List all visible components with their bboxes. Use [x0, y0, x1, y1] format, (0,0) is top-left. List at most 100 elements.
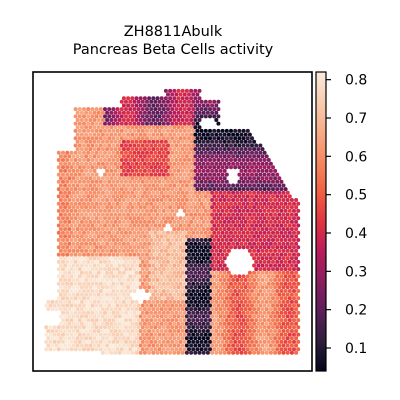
spot: [174, 208, 179, 213]
spot: [210, 256, 215, 261]
spot: [222, 307, 227, 312]
spot: [260, 329, 265, 333]
spot: [241, 208, 246, 213]
spot: [88, 183, 93, 188]
spot: [266, 318, 271, 323]
spot: [69, 267, 74, 272]
spot: [260, 205, 265, 210]
spot: [111, 114, 116, 119]
spot: [58, 336, 63, 341]
spot: [149, 114, 154, 119]
spot: [142, 147, 147, 152]
spot: [61, 281, 65, 286]
spot: [121, 350, 126, 355]
spot: [210, 336, 215, 341]
spot: [107, 179, 112, 184]
spot: [237, 179, 242, 184]
spot: [157, 245, 162, 250]
spot: [184, 270, 189, 275]
spot: [189, 110, 194, 115]
spot: [184, 336, 189, 341]
spot: [61, 325, 65, 330]
spot: [212, 310, 217, 315]
spot: [107, 303, 112, 308]
spot: [264, 219, 269, 224]
spot: [126, 336, 131, 341]
spot: [132, 245, 137, 250]
spot: [121, 183, 126, 188]
spot: [203, 289, 208, 293]
spot: [193, 241, 198, 246]
spot: [65, 150, 70, 155]
spot: [75, 241, 80, 246]
spot: [69, 150, 74, 155]
spot: [111, 339, 116, 344]
spot: [187, 128, 191, 133]
spot: [151, 241, 156, 246]
spot: [90, 143, 95, 148]
spot: [241, 158, 246, 162]
spot: [277, 248, 282, 253]
spot: [121, 270, 126, 275]
spot: [63, 256, 68, 261]
spot: [121, 256, 126, 261]
spot: [220, 318, 225, 323]
spot: [289, 227, 294, 232]
spot: [216, 107, 221, 112]
spot: [96, 307, 101, 312]
spot: [233, 216, 238, 221]
spot: [176, 248, 181, 253]
spot: [65, 238, 70, 242]
spot: [134, 161, 139, 166]
spot: [124, 245, 128, 250]
spot: [113, 205, 118, 210]
spot: [155, 227, 160, 232]
spot: [239, 314, 244, 319]
spot: [94, 259, 99, 264]
spot: [113, 248, 118, 253]
spot: [115, 310, 120, 315]
spot: [155, 343, 160, 348]
spot: [84, 190, 89, 195]
spot: [201, 343, 206, 348]
spot: [241, 150, 246, 155]
spot: [292, 274, 296, 279]
spot: [61, 296, 65, 301]
spot: [132, 179, 137, 184]
spot: [258, 347, 263, 352]
spot: [142, 161, 147, 166]
spot: [226, 350, 231, 355]
spot: [195, 216, 200, 221]
spot: [256, 227, 261, 232]
spot: [130, 343, 135, 348]
spot: [245, 194, 250, 199]
spot: [105, 219, 110, 224]
spot: [54, 307, 59, 312]
spot: [132, 303, 137, 308]
spot: [46, 299, 51, 304]
spot: [176, 132, 181, 137]
spot: [65, 201, 70, 206]
spot: [235, 321, 240, 326]
spot: [56, 187, 61, 192]
spot: [235, 292, 240, 297]
spot: [151, 248, 156, 253]
spot: [226, 343, 231, 348]
spot: [140, 201, 145, 206]
spot: [208, 339, 212, 344]
spot: [262, 259, 267, 264]
spot: [254, 150, 259, 155]
colorbar-tick-label: 0.4: [345, 226, 367, 242]
spot: [134, 176, 139, 181]
spot: [184, 263, 189, 268]
spot: [103, 252, 107, 257]
spot: [111, 208, 116, 213]
spot: [285, 314, 290, 319]
spot: [65, 281, 70, 286]
spot: [226, 198, 231, 202]
spot: [187, 259, 191, 264]
spot: [138, 168, 143, 173]
spot: [136, 252, 141, 257]
spot: [262, 223, 267, 228]
spot: [94, 303, 99, 308]
